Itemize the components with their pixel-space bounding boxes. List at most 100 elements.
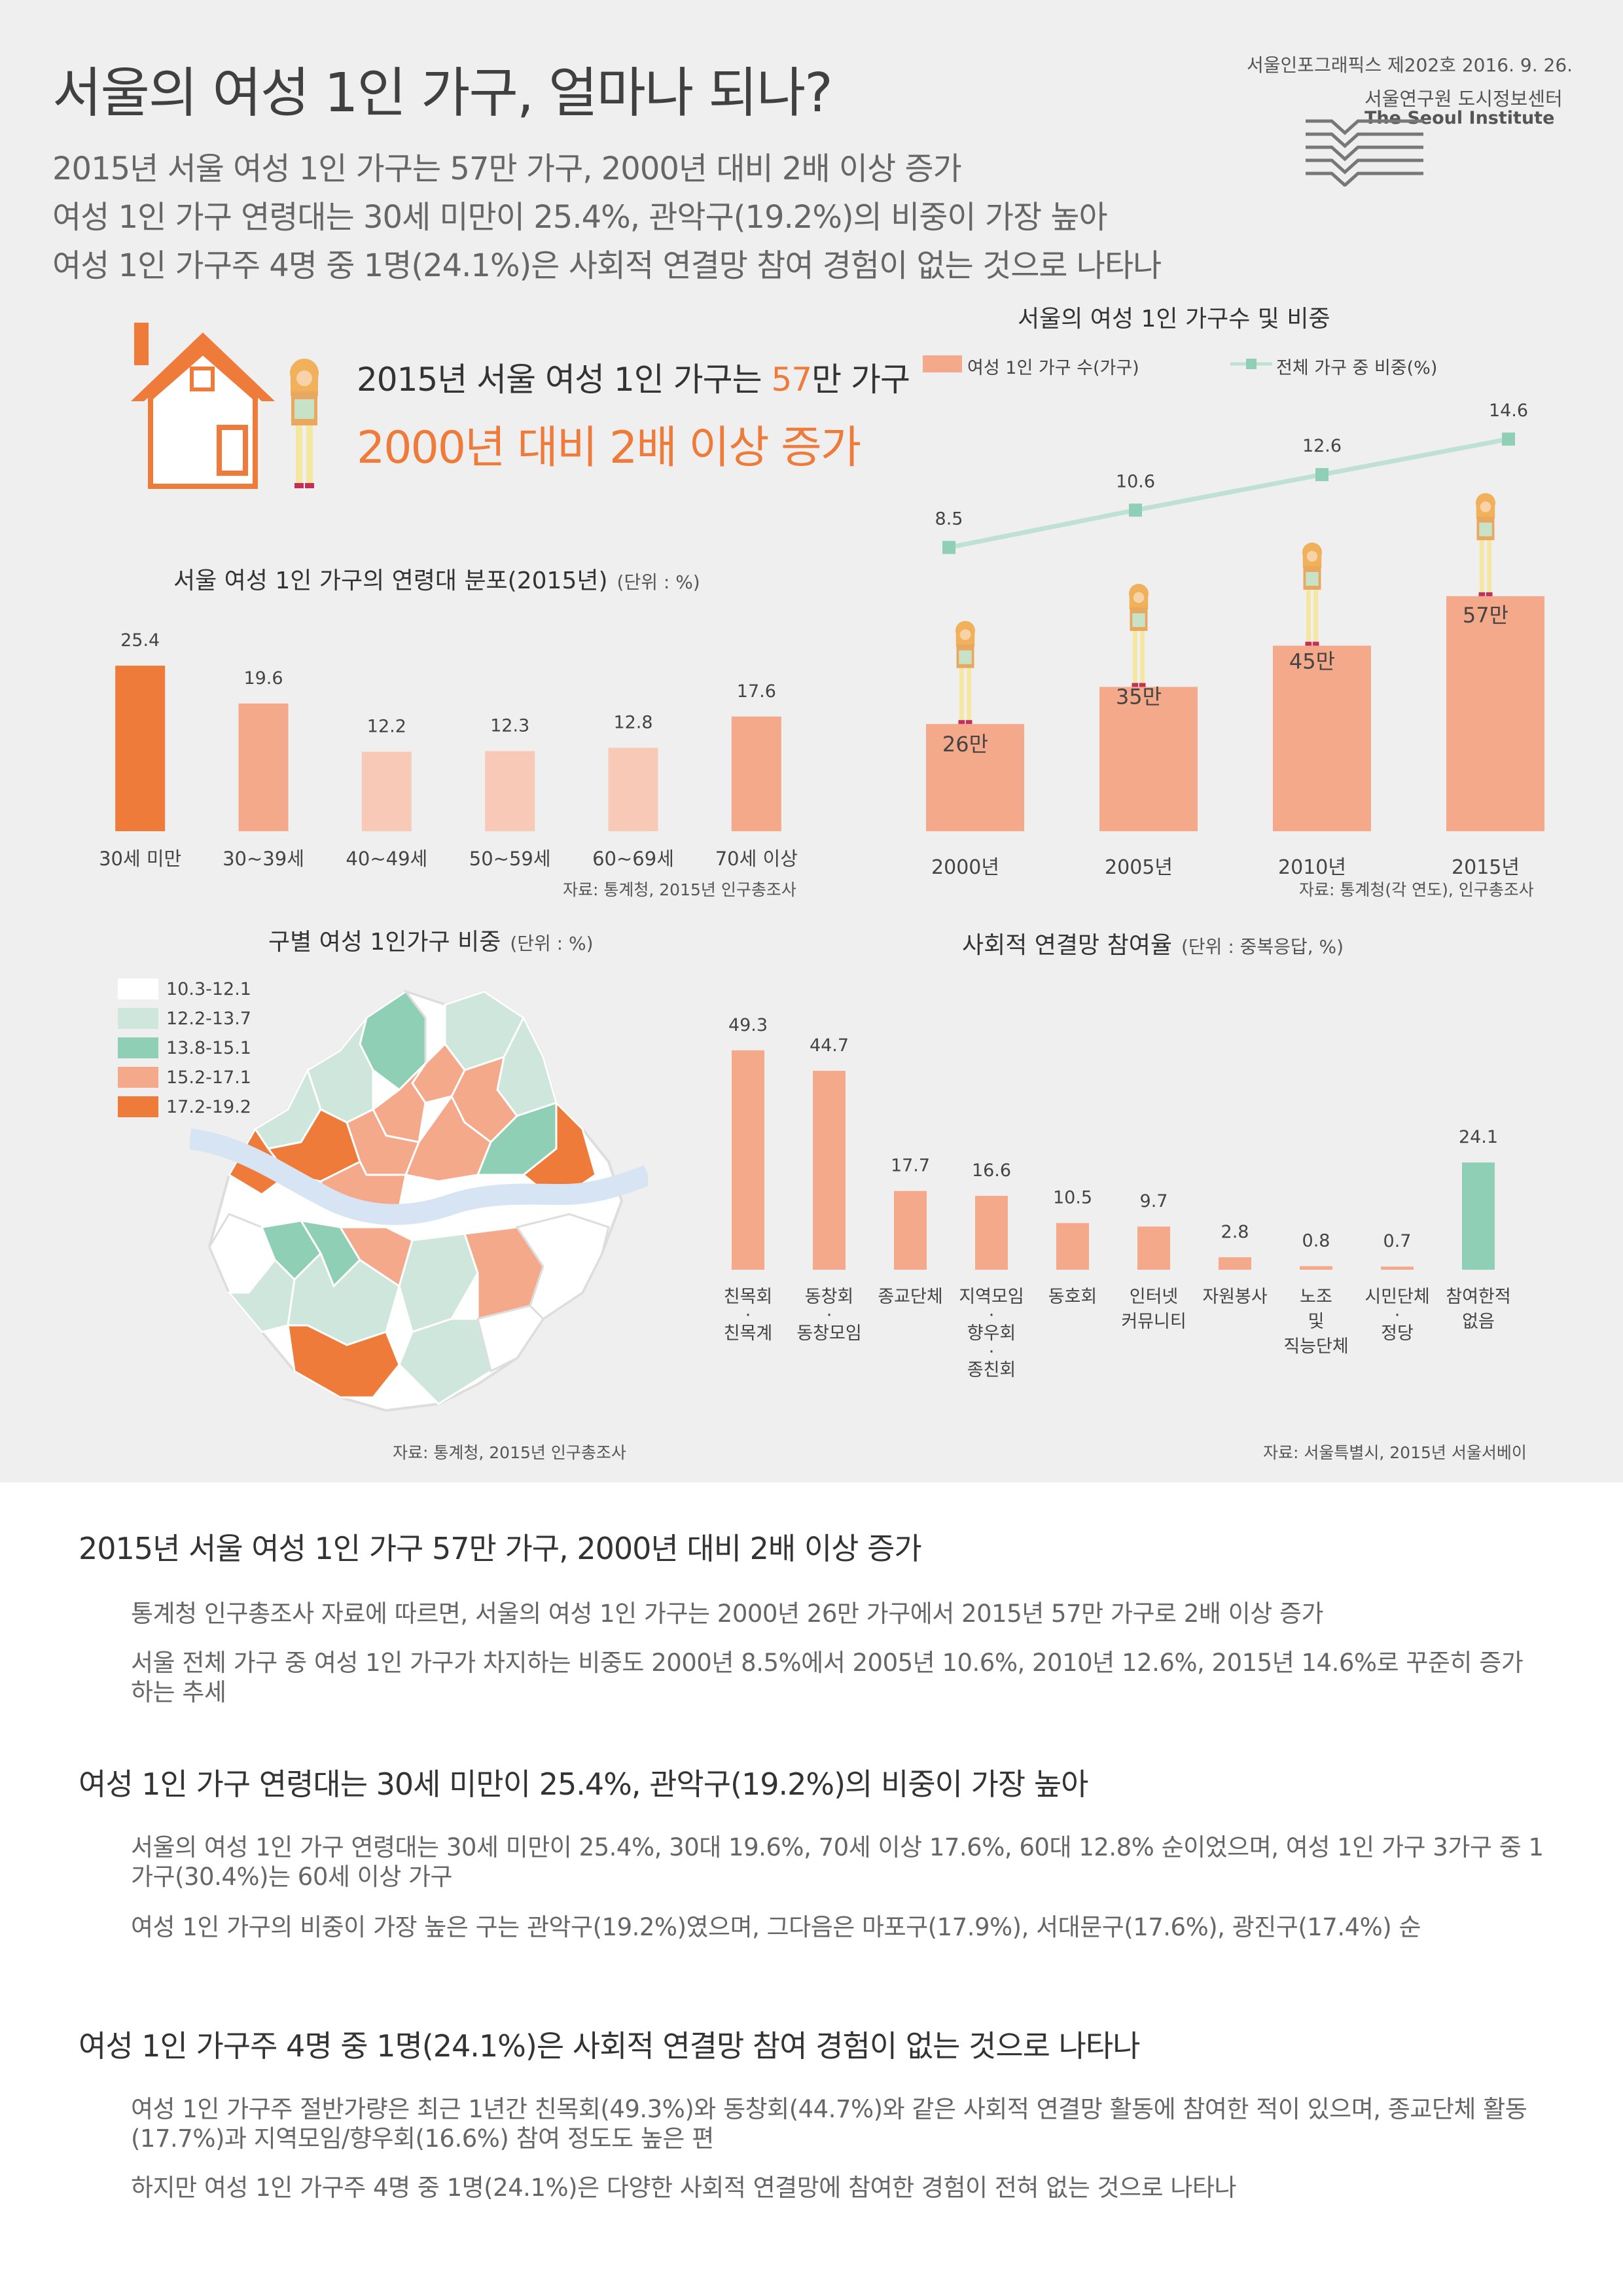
social-chart-unit: (단위 : 중복응답, %) — [1181, 936, 1344, 958]
subtitle-1: 2015년 서울 여성 1인 가구는 57만 가구, 2000년 대비 2배 이… — [52, 151, 962, 187]
social-bar-value: 0.8 — [1302, 1231, 1330, 1251]
household-bar — [1273, 645, 1371, 831]
social-category-label: 동창회 — [805, 1287, 854, 1307]
house-icon — [131, 323, 275, 489]
social-bar — [894, 1191, 927, 1270]
age-chart-title: 서울 여성 1인 가구의 연령대 분포(2015년) (단위 : %) — [173, 562, 700, 596]
trend-category-label: 2000년 — [931, 856, 999, 877]
map-legend-swatch — [118, 978, 158, 999]
subtitle-3: 여성 1인 가구주 4명 중 1명(24.1%)은 사회적 연결망 참여 경험이… — [52, 247, 1162, 284]
age-chart-title-text: 서울 여성 1인 가구의 연령대 분포(2015년) — [173, 567, 608, 594]
map-unit: (단위 : %) — [510, 933, 594, 954]
social-chart-source: 자료: 서울특별시, 2015년 서울서베이 — [1263, 1443, 1527, 1462]
age-category-label: 30세 미만 — [99, 848, 181, 870]
trend-category-label: 2015년 — [1452, 856, 1520, 877]
map-legend-swatch — [118, 1067, 158, 1088]
section-2-para-2: 여성 1인 가구의 비중이 가장 높은 구는 관악구(19.2%)였으며, 그다… — [131, 1913, 1421, 1941]
social-category-label: 종교단체 — [878, 1287, 942, 1307]
age-bar — [238, 703, 289, 831]
share-value: 10.6 — [1116, 471, 1155, 492]
age-bar — [485, 751, 535, 831]
age-bar-value: 25.4 — [120, 630, 160, 651]
social-bar-value: 0.7 — [1383, 1231, 1412, 1251]
age-chart-unit: (단위 : %) — [616, 571, 700, 593]
household-bar — [1099, 687, 1198, 831]
social-category-label: 종친회 — [967, 1360, 1016, 1380]
social-category-label: 동창모임 — [796, 1323, 861, 1344]
share-point — [942, 541, 955, 554]
social-bar — [1137, 1227, 1170, 1270]
map-legend: 10.3-12.1 12.2-13.7 13.8-15.1 15.2-17.1 17.2… — [118, 978, 314, 1129]
map-title: 구별 여성 1인가구 비중 (단위 : %) — [268, 923, 594, 957]
household-bar-label: 45만 — [1289, 649, 1335, 674]
age-bar — [731, 716, 781, 831]
social-bar — [813, 1071, 846, 1270]
map-legend-label: 10.3-12.1 — [166, 978, 251, 999]
household-bar — [1446, 596, 1544, 831]
social-chart-title: 사회적 연결망 참여율 (단위 : 중복응답, %) — [962, 926, 1344, 960]
social-category-label: 인터넷 — [1130, 1287, 1179, 1307]
social-category-label: 직능단체 — [1283, 1336, 1348, 1357]
trend-legend-line-swatch — [1230, 359, 1272, 369]
social-bar-value: 9.7 — [1140, 1191, 1168, 1211]
section-1-title: 2015년 서울 여성 1인 가구 57만 가구, 2000년 대비 2배 이상… — [79, 1531, 922, 1566]
social-bar-value: 17.7 — [891, 1156, 930, 1176]
social-bar — [1300, 1266, 1332, 1270]
map-legend-item: 10.3-12.1 — [118, 978, 251, 999]
woman-icon — [1129, 584, 1149, 687]
social-bar-value: 24.1 — [1459, 1127, 1498, 1147]
age-category-label: 60~69세 — [592, 848, 674, 870]
social-category-label: 친목계 — [724, 1323, 773, 1344]
trend-legend-line: 전체 가구 중 비중(%) — [1276, 358, 1438, 378]
social-bar — [1056, 1223, 1089, 1270]
section-1-para-1: 통계청 인구총조사 자료에 따르면, 서울의 여성 1인 가구는 2000년 2… — [131, 1600, 1324, 1628]
social-bar — [1219, 1257, 1251, 1270]
social-chart-svg: 49.3친목회·친목계44.7동창회·동창모임17.7종교단체16.6지역모임·… — [724, 1015, 1511, 1380]
map-legend-item: 12.2-13.7 — [118, 1008, 251, 1029]
map-legend-label: 15.2-17.1 — [166, 1067, 251, 1088]
map-legend-label: 12.2-13.7 — [166, 1008, 251, 1029]
social-category-label: 및 — [1308, 1312, 1325, 1332]
woman-icon — [955, 620, 975, 725]
age-chart-svg: 25.4 30세 미만 19.6 30~39세 12.2 40~49세 12.3 50~59세… — [99, 630, 798, 870]
share-point — [1129, 503, 1142, 517]
age-bar-value: 12.2 — [367, 717, 406, 737]
age-bar-value: 19.6 — [243, 668, 283, 689]
headline-suffix: 만 가구 — [812, 361, 910, 399]
map-legend-swatch — [118, 1008, 158, 1029]
section-3-para-2: 하지만 여성 1인 가구주 4명 중 1명(24.1%)은 다양한 사회적 연결… — [131, 2174, 1237, 2202]
age-bar — [608, 747, 658, 831]
trend-legend-bar-swatch — [923, 355, 962, 372]
headline-line2: 2000년 대비 2배 이상 증가 — [357, 422, 861, 474]
share-value: 12.6 — [1302, 436, 1342, 456]
woman-icon — [290, 359, 319, 488]
social-category-label: 자원봉사 — [1202, 1287, 1268, 1307]
social-bar — [975, 1196, 1008, 1270]
section-2-title: 여성 1인 가구 연령대는 30세 미만이 25.4%, 관악구(19.2%)의… — [79, 1767, 1088, 1802]
section-3-title: 여성 1인 가구주 4명 중 1명(24.1%)은 사회적 연결망 참여 경험이… — [79, 2028, 1141, 2064]
social-category-label: 참여한적 — [1446, 1287, 1510, 1307]
seoul-district-map — [190, 990, 648, 1412]
age-chart: 25.4 30세 미만 19.6 30~39세 12.2 40~49세 12.3 50~59세… — [98, 622, 838, 877]
household-bar-label: 35만 — [1116, 685, 1162, 709]
map-legend-label: 13.8-15.1 — [166, 1037, 251, 1058]
map-legend-swatch — [118, 1037, 158, 1058]
social-category-label: 동호회 — [1048, 1287, 1097, 1307]
social-bar — [1462, 1162, 1495, 1270]
share-point — [1315, 468, 1329, 482]
map-legend-item: 15.2-17.1 — [118, 1067, 251, 1088]
age-category-label: 70세 이상 — [715, 848, 798, 870]
social-bar-value: 2.8 — [1221, 1222, 1249, 1242]
social-category-label: 없음 — [1462, 1312, 1495, 1332]
social-category-label: · — [745, 1305, 751, 1325]
map-legend-item: 17.2-19.2 — [118, 1096, 251, 1117]
social-category-label: · — [989, 1342, 995, 1362]
age-category-label: 40~49세 — [346, 848, 427, 870]
trend-chart: 26만 2000년 35만 2005년 45만 2010년 57만 2015년 8.5 10.6 1… — [870, 380, 1558, 879]
section-3-para-1: 여성 1인 가구주 절반가량은 최근 1년간 친목회(49.3%)와 동창회(4… — [131, 2095, 1527, 2153]
social-bar-value: 10.5 — [1053, 1188, 1092, 1208]
household-bar — [926, 724, 1024, 831]
trend-category-label: 2005년 — [1105, 856, 1173, 877]
social-category-label: · — [989, 1305, 995, 1325]
social-category-label: 노조 — [1300, 1287, 1332, 1307]
